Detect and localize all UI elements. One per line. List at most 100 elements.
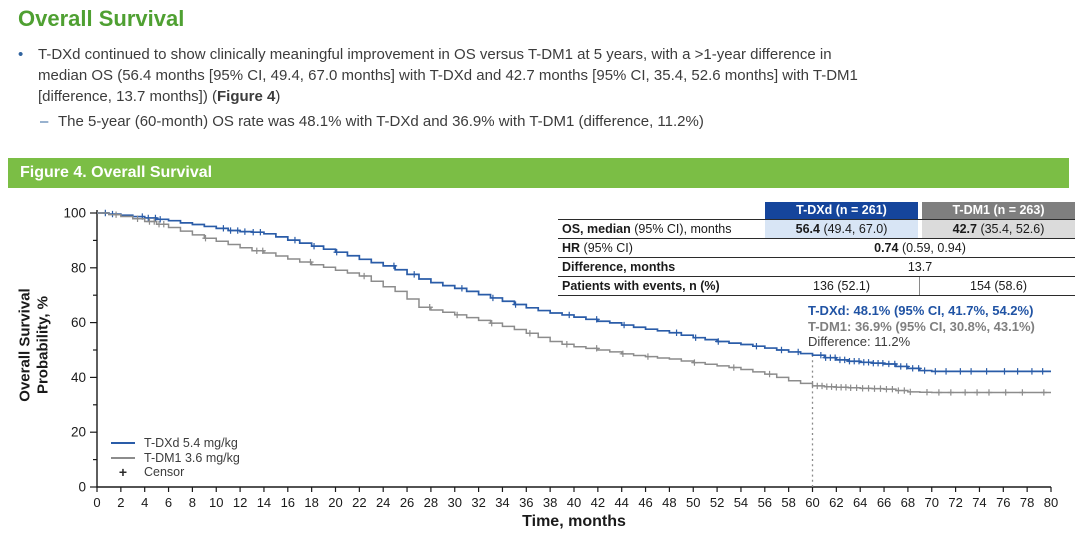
- censor-mark: [157, 216, 164, 223]
- sub-bullet-item: – The 5-year (60-month) OS rate was 48.1…: [40, 111, 1068, 132]
- censor-mark: [853, 384, 860, 392]
- os-median-tdxd: 56.4 (49.4, 67.0): [765, 220, 918, 238]
- censor-mark: [453, 311, 461, 319]
- figure-header-bar: Figure 4. Overall Survival: [8, 158, 1069, 188]
- table-row-difference: Difference, months 13.7: [558, 258, 1075, 277]
- censor-mark: [753, 342, 760, 350]
- sub-bullet-text: The 5-year (60-month) OS rate was 48.1% …: [58, 113, 704, 130]
- legend-label: Censor: [144, 465, 185, 480]
- page-title: Overall Survival: [18, 6, 185, 31]
- x-tick-label: 44: [614, 495, 628, 510]
- difference-label: Difference, months: [562, 260, 676, 274]
- censor-mark: [877, 385, 884, 392]
- censor-mark: [967, 368, 975, 375]
- x-tick-label: 18: [304, 495, 318, 510]
- table-header-tdm1: T-DM1 (n = 263): [922, 202, 1075, 219]
- events-tdm1: 154 (58.6): [970, 279, 1027, 293]
- x-tick-label: 28: [424, 495, 438, 510]
- x-tick-label: 76: [996, 495, 1010, 510]
- censor-mark: [619, 350, 627, 358]
- x-tick-label: 36: [519, 495, 533, 510]
- censor-mark: [957, 368, 964, 375]
- x-tick-label: 10: [209, 495, 223, 510]
- censor-mark: [134, 215, 141, 222]
- x-tick-label: 8: [189, 495, 196, 510]
- censor-mark: [907, 388, 914, 396]
- figure-4-reference: Figure 4: [216, 88, 276, 105]
- censor-mark: [411, 271, 418, 278]
- censor-mark: [983, 368, 990, 375]
- censor-mark: [865, 359, 872, 366]
- x-tick-label: 0: [93, 495, 100, 510]
- censor-mark: [257, 228, 264, 236]
- censor-mark: [259, 247, 266, 255]
- censor-mark: [1019, 389, 1026, 396]
- censor-mark: [692, 334, 699, 341]
- censor-mark: [291, 236, 299, 244]
- bullet-line-3-close: ): [275, 88, 281, 105]
- y-tick-label: 0: [78, 480, 86, 495]
- censor-mark: [253, 247, 260, 255]
- censor-mark: [879, 359, 887, 367]
- table-header-tdxd: T-DXd (n = 261): [765, 202, 918, 219]
- summary-table: T-DXd (n = 261) T-DM1 (n = 263) OS, medi…: [558, 202, 1075, 296]
- x-tick-label: 64: [853, 495, 867, 510]
- table-header-empty: [558, 202, 765, 219]
- censor-mark: [426, 304, 433, 311]
- censor-mark: [923, 388, 931, 396]
- os-median-label: OS, median: [562, 222, 631, 236]
- bullet-list: • T-DXd continued to show clinically mea…: [18, 44, 1068, 132]
- censor-mark: [715, 338, 722, 345]
- legend-item-2: + Censor: [110, 465, 240, 480]
- y-axis-label: Overall Survival Probability, %: [17, 288, 52, 402]
- bullet-item: • T-DXd continued to show clinically mea…: [18, 44, 1068, 107]
- x-tick-label: 42: [591, 495, 605, 510]
- censor-mark: [817, 352, 825, 359]
- censor-mark: [227, 227, 234, 234]
- censor-mark: [241, 228, 249, 235]
- table-row-os-median: OS, median (95% CI), months 56.4 (49.4, …: [558, 220, 1075, 239]
- censor-mark: [859, 385, 866, 392]
- bullet-line-1: T-DXd continued to show clinically meani…: [38, 46, 832, 63]
- x-tick-label: 20: [328, 495, 342, 510]
- censor-mark: [932, 368, 939, 375]
- x-tick-label: 66: [877, 495, 891, 510]
- annotation-difference: Difference: 11.2%: [808, 334, 911, 349]
- censor-mark: [1014, 368, 1021, 375]
- censor-mark: [847, 384, 854, 392]
- censor-mark: [865, 385, 872, 392]
- y-tick-label: 40: [71, 370, 86, 385]
- censor-mark: [921, 367, 928, 374]
- x-tick-label: 6: [165, 495, 172, 510]
- censor-mark: [730, 364, 737, 371]
- x-tick-label: 62: [829, 495, 843, 510]
- y-tick-label: 60: [71, 315, 86, 330]
- events-label: Patients with events, n (%): [562, 279, 720, 293]
- legend-item-0: T-DXd 5.4 mg/kg: [110, 436, 240, 451]
- censor-mark: [160, 221, 167, 228]
- censor-mark: [1002, 389, 1009, 396]
- censor-mark: [112, 211, 120, 218]
- censor-mark: [526, 330, 534, 337]
- censor-mark: [1039, 368, 1046, 375]
- censor-mark: [145, 214, 152, 222]
- legend-line-icon: [110, 442, 136, 445]
- censor-mark: [234, 227, 241, 234]
- censor-mark: [333, 248, 340, 256]
- censor-mark: [489, 294, 497, 302]
- x-tick-label: 52: [710, 495, 724, 510]
- bullet-text: T-DXd continued to show clinically meani…: [38, 44, 858, 107]
- x-tick-label: 70: [925, 495, 939, 510]
- censor-mark: [250, 228, 257, 236]
- x-tick-label: 22: [352, 495, 366, 510]
- legend-item-1: T-DM1 3.6 mg/kg: [110, 451, 240, 466]
- x-tick-label: 38: [543, 495, 557, 510]
- censor-mark: [766, 370, 773, 378]
- x-tick-label: 68: [901, 495, 915, 510]
- censor-mark: [871, 385, 878, 392]
- censor-mark: [897, 363, 904, 370]
- x-tick-label: 80: [1044, 495, 1058, 510]
- censor-plus-icon: +: [118, 464, 128, 481]
